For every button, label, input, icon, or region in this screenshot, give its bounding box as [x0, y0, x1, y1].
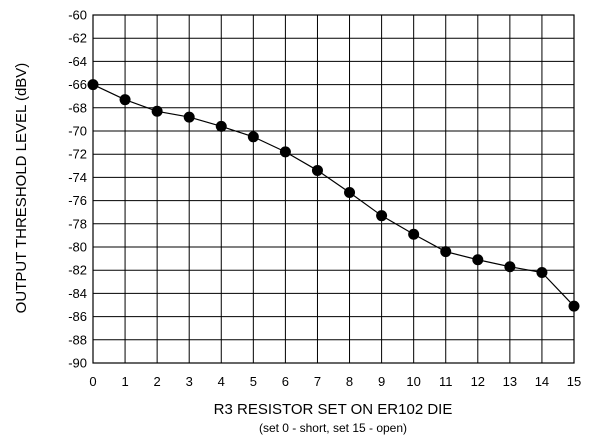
x-tick-labels: 0 1 2 3 4 5 6 7 8 9 10 11 12 13 14 15	[89, 374, 581, 389]
x-axis-label: R3 RESISTOR SET ON ER102 DIE	[214, 401, 453, 418]
x-tick-label: 4	[218, 374, 225, 389]
grid	[92, 14, 575, 364]
y-tick-label: -86	[68, 309, 87, 324]
x-tick-label: 0	[89, 374, 96, 389]
x-tick-label: 11	[439, 374, 453, 389]
y-tick-label: -76	[68, 193, 87, 208]
data-point	[376, 210, 388, 222]
data-point	[87, 79, 99, 91]
y-tick-labels: -60 -62 -64 -66 -68 -70 -72 -74 -76 -78 -80 -82 -84 -…	[68, 8, 87, 371]
data-point	[536, 267, 548, 279]
data-point	[215, 120, 227, 132]
data-point	[311, 164, 323, 176]
y-tick-label: -68	[68, 100, 87, 115]
y-tick-label: -62	[68, 31, 87, 46]
data-point	[408, 228, 420, 240]
data-point	[344, 186, 356, 198]
data-point	[472, 254, 484, 266]
y-tick-label: -82	[68, 263, 87, 278]
plot-frame	[92, 14, 575, 364]
x-tick-label: 5	[250, 374, 257, 389]
x-tick-label: 2	[154, 374, 161, 389]
x-tick-label: 1	[121, 374, 128, 389]
x-tick-label: 13	[503, 374, 517, 389]
data-point	[183, 111, 195, 123]
data-point	[440, 246, 452, 258]
x-tick-label: 15	[567, 374, 581, 389]
y-tick-label: -84	[68, 286, 87, 301]
x-tick-label: 9	[378, 374, 385, 389]
y-tick-label: -78	[68, 216, 87, 231]
x-axis-sublabel: (set 0 - short, set 15 - open)	[259, 421, 407, 435]
x-tick-label: 6	[282, 374, 289, 389]
y-tick-label: -72	[68, 147, 87, 162]
series-line	[92, 84, 575, 307]
data-point	[151, 105, 163, 117]
x-tick-label: 10	[406, 374, 420, 389]
x-tick-label: 12	[471, 374, 485, 389]
x-tick-label: 8	[346, 374, 353, 389]
data-point	[247, 131, 259, 143]
y-tick-label: -88	[68, 332, 87, 347]
data-point	[568, 300, 580, 312]
data-point	[279, 146, 291, 158]
x-tick-label: 7	[314, 374, 321, 389]
y-tick-label: -74	[68, 170, 87, 185]
data-series	[87, 79, 580, 312]
y-tick-label: -70	[68, 124, 87, 139]
y-tick-label: -64	[68, 54, 87, 69]
data-point	[119, 94, 131, 106]
data-point	[504, 261, 516, 273]
x-tick-label: 14	[535, 374, 549, 389]
y-tick-label: -60	[68, 8, 87, 23]
y-tick-label: -90	[68, 356, 87, 371]
y-axis-label: OUTPUT THRESHOLD LEVEL (dBV)	[13, 63, 30, 314]
y-tick-label: -66	[68, 77, 87, 92]
x-tick-label: 3	[186, 374, 193, 389]
y-tick-label: -80	[68, 240, 87, 255]
